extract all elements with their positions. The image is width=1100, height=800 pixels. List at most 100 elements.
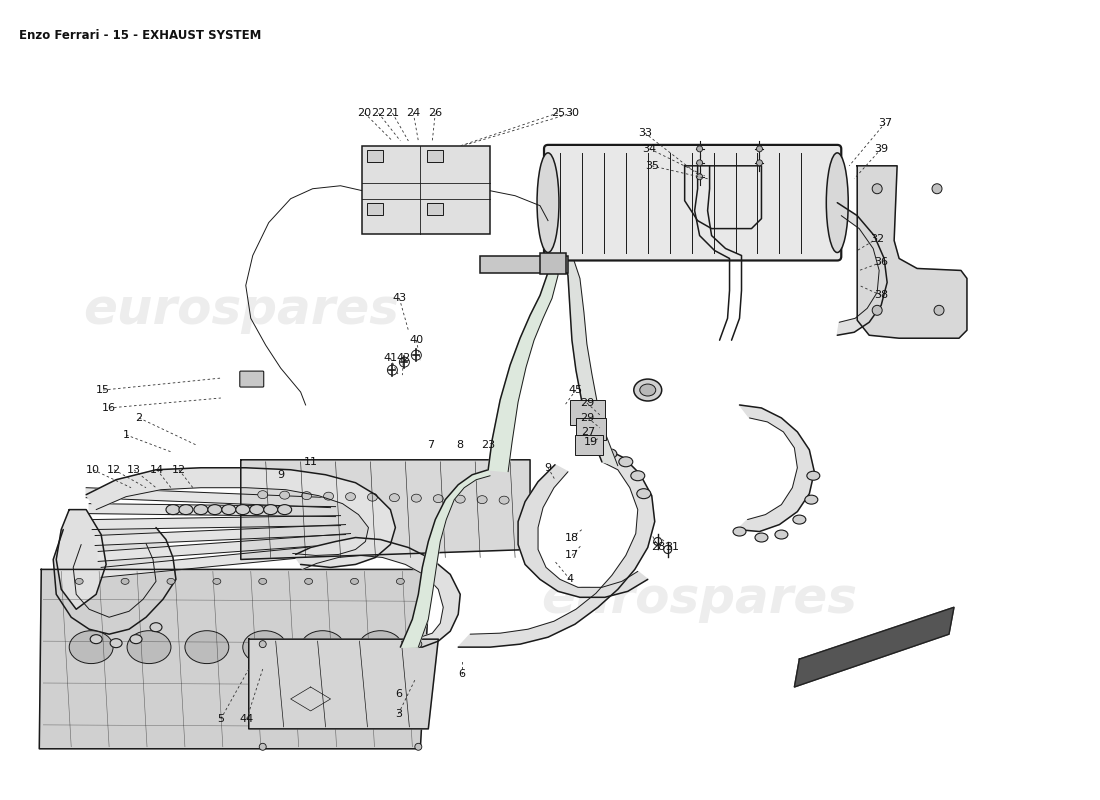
Ellipse shape: [264, 505, 277, 514]
Ellipse shape: [396, 578, 405, 584]
Polygon shape: [562, 258, 618, 466]
Text: 29: 29: [580, 398, 594, 408]
Ellipse shape: [826, 153, 848, 253]
Ellipse shape: [757, 160, 762, 166]
Ellipse shape: [128, 630, 170, 663]
Polygon shape: [86, 488, 331, 508]
Text: 33: 33: [638, 128, 652, 138]
Ellipse shape: [755, 533, 768, 542]
Text: 14: 14: [150, 465, 164, 474]
Text: 23: 23: [481, 440, 495, 450]
Text: 34: 34: [642, 144, 657, 154]
Text: 2: 2: [135, 413, 143, 423]
Ellipse shape: [194, 505, 208, 514]
Ellipse shape: [166, 505, 180, 514]
Ellipse shape: [433, 494, 443, 502]
Ellipse shape: [415, 641, 421, 648]
Text: 4: 4: [566, 574, 573, 584]
Ellipse shape: [389, 494, 399, 502]
Text: 19: 19: [584, 437, 598, 447]
Ellipse shape: [301, 492, 311, 500]
Text: 15: 15: [96, 385, 110, 395]
FancyBboxPatch shape: [363, 146, 491, 234]
Text: 45: 45: [569, 385, 583, 395]
Ellipse shape: [359, 630, 403, 663]
Ellipse shape: [640, 384, 656, 396]
Polygon shape: [296, 538, 460, 647]
Polygon shape: [241, 460, 530, 559]
FancyBboxPatch shape: [540, 253, 566, 274]
Text: 12: 12: [107, 465, 121, 474]
FancyBboxPatch shape: [240, 371, 264, 387]
Ellipse shape: [69, 630, 113, 663]
Ellipse shape: [130, 634, 142, 644]
Ellipse shape: [279, 491, 289, 499]
Polygon shape: [40, 570, 430, 749]
Ellipse shape: [733, 527, 746, 536]
Polygon shape: [794, 607, 954, 687]
FancyBboxPatch shape: [367, 150, 384, 162]
Polygon shape: [101, 542, 355, 578]
Ellipse shape: [537, 153, 559, 253]
Polygon shape: [249, 639, 438, 729]
Text: 44: 44: [240, 714, 254, 724]
Ellipse shape: [208, 505, 222, 514]
Text: eurospares: eurospares: [541, 575, 858, 623]
Ellipse shape: [179, 505, 192, 514]
Ellipse shape: [167, 578, 175, 584]
Text: 1: 1: [122, 430, 130, 440]
Text: 9: 9: [544, 462, 551, 473]
Ellipse shape: [872, 306, 882, 315]
Text: 27: 27: [581, 427, 595, 437]
Ellipse shape: [213, 578, 221, 584]
FancyBboxPatch shape: [570, 400, 605, 425]
Ellipse shape: [323, 492, 333, 500]
Ellipse shape: [872, 184, 882, 194]
Text: 6: 6: [395, 689, 402, 699]
Polygon shape: [89, 504, 336, 517]
Text: 13: 13: [128, 465, 141, 474]
Ellipse shape: [243, 630, 287, 663]
Ellipse shape: [455, 495, 465, 503]
Polygon shape: [98, 534, 351, 562]
Ellipse shape: [587, 443, 601, 453]
Text: 25: 25: [551, 108, 565, 118]
Text: 38: 38: [874, 290, 888, 300]
Text: eurospares: eurospares: [82, 286, 399, 334]
Text: 6: 6: [459, 669, 465, 679]
Text: 36: 36: [874, 258, 888, 267]
FancyBboxPatch shape: [481, 255, 568, 274]
Ellipse shape: [75, 578, 84, 584]
Polygon shape: [92, 515, 341, 530]
Ellipse shape: [367, 493, 377, 501]
Ellipse shape: [90, 634, 102, 644]
Ellipse shape: [345, 493, 355, 501]
Ellipse shape: [121, 578, 129, 584]
Polygon shape: [684, 166, 761, 229]
Text: 31: 31: [664, 542, 679, 553]
Ellipse shape: [260, 641, 266, 648]
Polygon shape: [459, 448, 654, 647]
Ellipse shape: [250, 505, 264, 514]
Ellipse shape: [637, 489, 651, 498]
Text: 29: 29: [580, 413, 594, 423]
Text: 7: 7: [427, 440, 433, 450]
Text: 3: 3: [395, 709, 402, 719]
FancyBboxPatch shape: [575, 435, 603, 455]
Text: 39: 39: [874, 144, 888, 154]
Ellipse shape: [415, 743, 421, 750]
Text: 21: 21: [385, 108, 399, 118]
Text: 10: 10: [86, 465, 100, 474]
Polygon shape: [53, 527, 176, 634]
Ellipse shape: [619, 457, 632, 466]
Ellipse shape: [499, 496, 509, 504]
Text: 30: 30: [565, 108, 579, 118]
Text: 32: 32: [870, 234, 884, 243]
Text: 11: 11: [304, 457, 318, 466]
Ellipse shape: [757, 146, 762, 152]
Ellipse shape: [185, 630, 229, 663]
Text: 35: 35: [645, 161, 659, 171]
Polygon shape: [837, 202, 887, 335]
Text: 41: 41: [383, 353, 397, 363]
Text: Enzo Ferrari - 15 - EXHAUST SYSTEM: Enzo Ferrari - 15 - EXHAUST SYSTEM: [20, 30, 262, 42]
